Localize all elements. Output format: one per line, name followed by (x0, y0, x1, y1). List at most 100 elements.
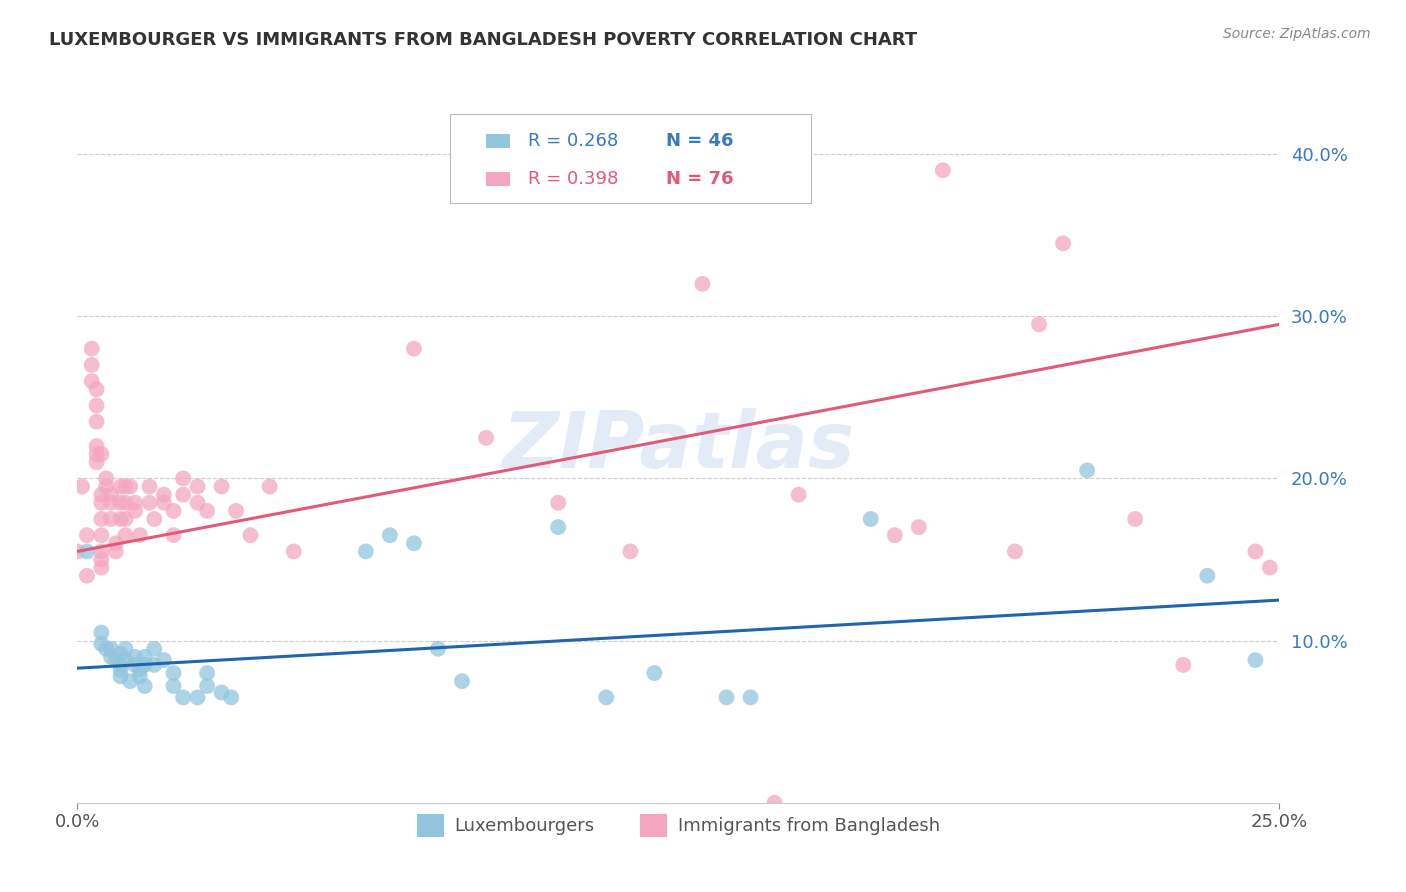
Text: R = 0.268: R = 0.268 (529, 132, 619, 150)
Point (86, 382, 108, 396)
Point (100, 496, 122, 510)
Point (76, 568, 98, 582)
Text: R = 0.398: R = 0.398 (529, 170, 619, 188)
Point (186, 496, 209, 510)
Point (1052, 236, 1074, 251)
Point (211, 685, 233, 699)
Point (90, 488, 112, 502)
Point (219, 690, 242, 705)
Point (932, 163, 955, 178)
Point (114, 641, 136, 656)
Legend: Luxembourgers, Immigrants from Bangladesh: Luxembourgers, Immigrants from Banglades… (409, 807, 948, 844)
Point (883, 528, 905, 542)
Point (162, 679, 184, 693)
Text: Source: ZipAtlas.com: Source: ZipAtlas.com (1223, 27, 1371, 41)
Point (162, 528, 184, 542)
Point (547, 496, 569, 510)
Point (138, 479, 160, 493)
Point (1004, 544, 1026, 558)
Point (110, 479, 132, 493)
FancyBboxPatch shape (486, 172, 510, 186)
Point (186, 690, 209, 705)
Point (96, 471, 118, 485)
Point (124, 657, 146, 672)
Point (1244, 544, 1267, 558)
Point (195, 666, 218, 681)
Point (740, 690, 762, 705)
Point (100, 641, 122, 656)
Point (162, 666, 184, 681)
Point (162, 504, 184, 518)
Point (716, 690, 738, 705)
Point (70, 479, 93, 493)
Point (90, 552, 112, 566)
Point (153, 653, 176, 667)
Point (90, 637, 112, 651)
Point (90, 544, 112, 558)
Text: ZIPatlas: ZIPatlas (502, 408, 855, 484)
Point (110, 496, 132, 510)
Point (114, 496, 136, 510)
Point (128, 669, 150, 683)
Point (427, 641, 450, 656)
Point (128, 528, 150, 542)
Point (475, 431, 498, 445)
Point (1244, 653, 1267, 667)
Point (100, 488, 122, 502)
Point (80, 342, 103, 356)
Point (100, 512, 122, 526)
Point (104, 544, 127, 558)
Point (128, 663, 150, 677)
Point (211, 479, 233, 493)
Point (90, 512, 112, 526)
Point (114, 479, 136, 493)
Point (787, 488, 810, 502)
Point (110, 512, 132, 526)
Point (1258, 560, 1281, 574)
Point (124, 496, 146, 510)
Point (110, 647, 132, 661)
Point (143, 641, 166, 656)
Point (96, 641, 118, 656)
Point (138, 496, 160, 510)
Point (80, 374, 103, 388)
Point (354, 544, 377, 558)
Point (86, 399, 108, 413)
Point (692, 277, 714, 291)
Point (143, 657, 166, 672)
Point (134, 657, 156, 672)
Point (595, 690, 617, 705)
Point (104, 653, 127, 667)
Point (134, 679, 156, 693)
Point (283, 544, 305, 558)
Text: LUXEMBOURGER VS IMMIGRANTS FROM BANGLADESH POVERTY CORRELATION CHART: LUXEMBOURGER VS IMMIGRANTS FROM BANGLADE… (49, 31, 917, 49)
Point (124, 649, 146, 664)
Point (120, 479, 142, 493)
Point (195, 679, 218, 693)
Point (143, 512, 166, 526)
Point (1173, 657, 1195, 672)
Point (643, 666, 665, 681)
Point (86, 415, 108, 429)
Point (86, 439, 108, 453)
Point (80, 358, 103, 372)
Point (547, 520, 569, 534)
Point (110, 657, 132, 672)
Point (451, 674, 474, 689)
Point (96, 479, 118, 493)
Point (1028, 318, 1050, 332)
Point (104, 536, 127, 550)
Point (90, 560, 112, 574)
Point (172, 690, 194, 705)
Text: N = 46: N = 46 (666, 132, 734, 150)
Point (114, 528, 136, 542)
Point (195, 504, 218, 518)
Point (908, 520, 931, 534)
Point (378, 528, 401, 542)
Point (1197, 568, 1219, 582)
Point (619, 544, 641, 558)
Point (110, 669, 132, 683)
Point (1076, 463, 1098, 477)
Point (1123, 512, 1146, 526)
Text: N = 76: N = 76 (666, 170, 734, 188)
